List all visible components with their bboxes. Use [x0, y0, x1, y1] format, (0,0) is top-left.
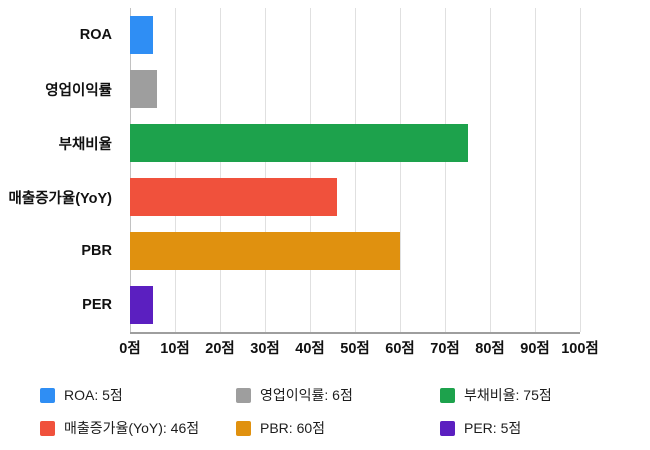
legend-item[interactable]: 영업이익률: 6점 — [236, 385, 440, 405]
gridline — [445, 8, 446, 332]
bar — [130, 124, 468, 162]
gridline — [130, 8, 131, 332]
x-tick-label: 0점 — [119, 341, 141, 357]
x-tick-label: 100점 — [561, 341, 599, 357]
gridline — [580, 8, 581, 332]
gridline — [265, 8, 266, 332]
bar-row — [130, 224, 580, 278]
gridline — [355, 8, 356, 332]
y-axis-label: 영업이익률 — [45, 82, 112, 99]
legend-swatch-icon — [236, 387, 251, 403]
bar — [130, 232, 400, 270]
gridline — [220, 8, 221, 332]
gridline — [310, 8, 311, 332]
x-tick-label: 20점 — [205, 341, 235, 357]
legend-item[interactable]: ROA: 5점 — [40, 385, 236, 405]
y-axis-label: PER — [82, 297, 112, 313]
legend-swatch-icon — [40, 387, 55, 403]
legend-item[interactable]: 부채비율: 75점 — [440, 385, 552, 405]
x-tick-label: 60점 — [385, 341, 415, 357]
bar-row — [130, 278, 580, 332]
legend-item[interactable]: PER: 5점 — [440, 418, 552, 438]
y-axis-label: PBR — [81, 243, 112, 259]
x-axis: 0점 10점 20점 30점 40점 50점 60점 70점 80점 90점 100점 — [119, 337, 598, 359]
bar-row — [130, 8, 580, 62]
x-tick-label: 50점 — [340, 341, 370, 357]
legend-swatch-icon — [40, 420, 55, 436]
legend-item[interactable]: 매출증가율(YoY): 46점 — [40, 418, 236, 438]
bar-row — [130, 116, 580, 170]
x-tick-label: 90점 — [520, 341, 550, 357]
bars-container — [130, 8, 580, 332]
x-tick-label: 40점 — [295, 341, 325, 357]
legend-label: PER: 5점 — [464, 420, 522, 436]
gridline — [400, 8, 401, 332]
plot-area — [130, 8, 581, 334]
bar — [130, 286, 153, 324]
bar — [130, 178, 337, 216]
bar-row — [130, 62, 580, 116]
bar-row — [130, 170, 580, 224]
legend-swatch-icon — [440, 420, 455, 436]
gridline — [535, 8, 536, 332]
gridline — [490, 8, 491, 332]
y-axis-label: ROA — [79, 27, 112, 43]
legend-swatch-icon — [236, 420, 251, 436]
legend-label: PBR: 60점 — [260, 420, 326, 436]
gridline — [175, 8, 176, 332]
legend-swatch-icon — [440, 387, 455, 403]
bar — [130, 70, 157, 108]
legend-item[interactable]: PBR: 60점 — [236, 418, 440, 438]
legend-label: ROA: 5점 — [64, 387, 123, 403]
x-tick-label: 30점 — [250, 341, 280, 357]
bar — [130, 16, 153, 54]
x-tick-label: 70점 — [430, 341, 460, 357]
legend-label: 영업이익률: 6점 — [260, 387, 353, 403]
x-tick-label: 80점 — [475, 341, 505, 357]
y-axis-label: 매출증가율(YoY) — [8, 190, 112, 207]
legend-label: 부채비율: 75점 — [464, 387, 552, 403]
x-tick-label: 10점 — [160, 341, 190, 357]
legend-label: 매출증가율(YoY): 46점 — [64, 420, 200, 436]
y-axis-label: 부채비율 — [58, 136, 112, 153]
